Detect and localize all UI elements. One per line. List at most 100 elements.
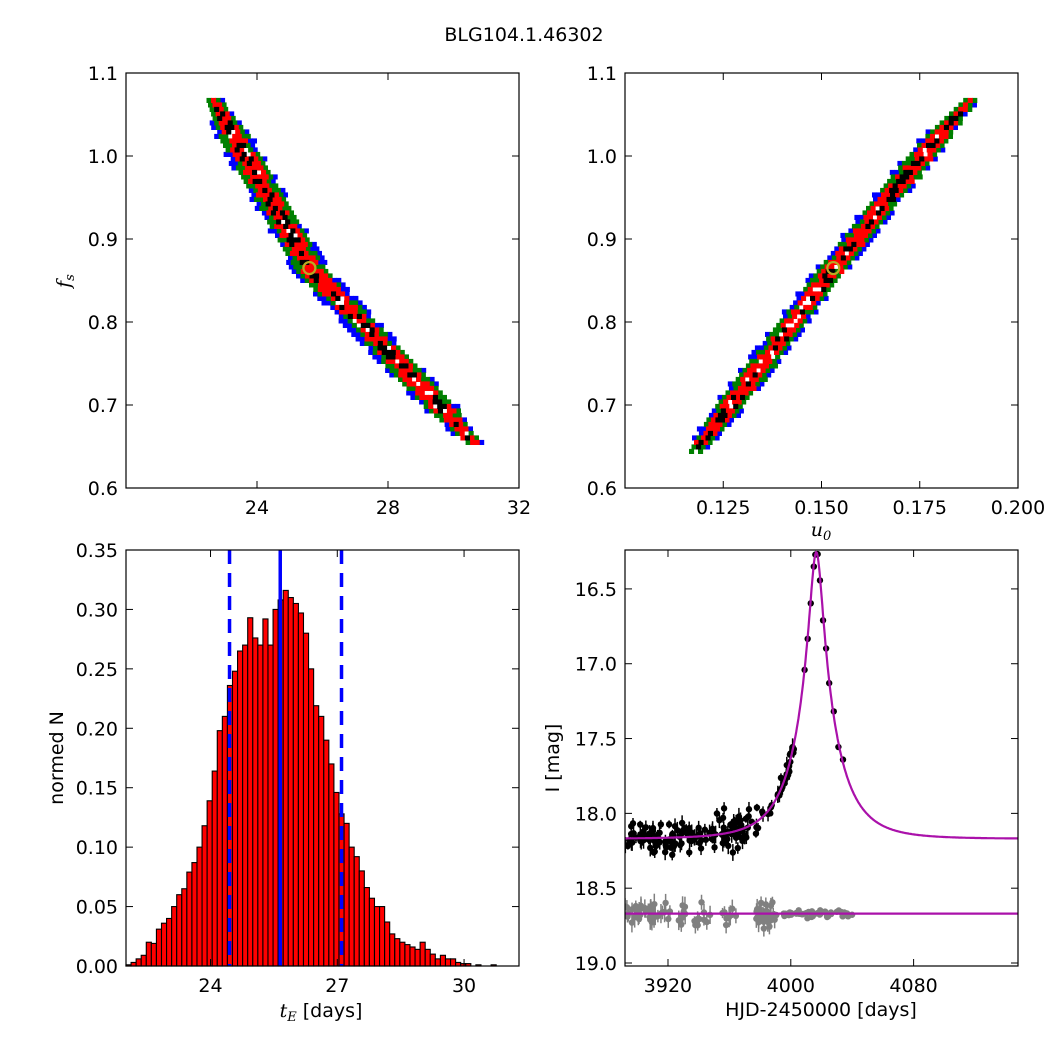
te-fs-cell bbox=[250, 174, 256, 180]
u0-fs-cell bbox=[957, 115, 963, 121]
u0-fs-cell bbox=[858, 214, 864, 220]
u0-fs-cell bbox=[794, 322, 800, 328]
u0-fs-cell bbox=[913, 174, 919, 180]
te-fs-cell bbox=[449, 426, 455, 432]
u0-fs-cell bbox=[920, 165, 926, 171]
u0-fs-cell bbox=[890, 192, 896, 198]
te-fs-cell bbox=[238, 138, 244, 144]
te-fs-cell bbox=[455, 408, 461, 414]
te-fs-cell bbox=[253, 156, 259, 162]
u0-fs-cell bbox=[784, 336, 790, 342]
te-fs-cell bbox=[437, 408, 443, 414]
te-fs-cell bbox=[288, 264, 294, 270]
te-fs-cell bbox=[461, 417, 467, 423]
te-fs-cell bbox=[331, 277, 337, 283]
u0-fs-cell bbox=[812, 304, 818, 310]
te-fs-cell bbox=[299, 228, 305, 234]
u0-fs-cell bbox=[779, 336, 785, 342]
te-fs-cell bbox=[432, 394, 438, 400]
te-fs-cell bbox=[280, 187, 286, 193]
te-fs-cell bbox=[444, 421, 450, 427]
panel-u0-fs: 0.125 0.150 0.175 0.200 0.6 0.7 0.8 0.9 1.0 1.1 u… bbox=[587, 63, 1045, 544]
u0-fs-cell bbox=[848, 228, 854, 234]
u0-fs-cell bbox=[865, 223, 871, 229]
u0-fs-cell bbox=[835, 273, 841, 279]
te-fs-cell bbox=[365, 322, 371, 328]
u0-fs-cell bbox=[831, 255, 837, 261]
u0-fs-cell bbox=[698, 430, 704, 436]
te-fs-cell bbox=[232, 133, 238, 139]
te-fs-cell bbox=[291, 246, 297, 252]
te-fs-cell bbox=[459, 430, 465, 436]
histogram-bar bbox=[282, 589, 289, 967]
te-fs-cell bbox=[399, 354, 405, 360]
u0-fs-cell bbox=[867, 210, 873, 216]
te-fs-cell bbox=[295, 237, 301, 243]
te-fs-cell bbox=[479, 439, 485, 445]
te-fs-cell bbox=[279, 201, 285, 207]
u0-fs-cell bbox=[780, 322, 786, 328]
te-fs-cell bbox=[272, 196, 278, 202]
residual-point bbox=[662, 899, 669, 907]
u0-fs-cell bbox=[934, 138, 940, 144]
te-fs-cell bbox=[369, 331, 375, 337]
te-fs-cell bbox=[312, 250, 318, 256]
te-fs-cell bbox=[303, 228, 309, 234]
te-fs-cell bbox=[215, 97, 221, 103]
u0-fs-cell bbox=[770, 336, 776, 342]
te-fs-cell bbox=[220, 138, 226, 144]
te-fs-cell bbox=[348, 300, 354, 306]
u0-fs-cell bbox=[822, 291, 828, 297]
te-fs-cell bbox=[361, 318, 367, 324]
u0-fs-cell bbox=[712, 430, 718, 436]
te-fs-cell bbox=[291, 237, 297, 243]
u0-fs-cell bbox=[766, 354, 772, 360]
u0-fs-cell bbox=[953, 115, 959, 121]
te-fs-cell bbox=[381, 349, 387, 355]
te-fs-cell bbox=[239, 129, 245, 135]
u0-fs-cell bbox=[768, 363, 774, 369]
u0-fs-cell bbox=[858, 232, 864, 238]
histogram-bar bbox=[409, 946, 416, 967]
te-fs-cell bbox=[378, 331, 384, 337]
histogram-bar bbox=[267, 644, 274, 967]
u0-fs-cell bbox=[755, 385, 761, 391]
u0-fs-cell bbox=[949, 111, 955, 117]
u0-fs-cell bbox=[737, 385, 743, 391]
te-fs-cell bbox=[385, 363, 391, 369]
u0-fs-cell bbox=[714, 426, 720, 432]
u0-fs-cell bbox=[719, 403, 725, 409]
u0-fs-cell bbox=[868, 237, 874, 243]
te-fs-cell bbox=[223, 142, 229, 148]
u0-fs-cell bbox=[895, 196, 901, 202]
u0-fs-cell bbox=[882, 219, 888, 225]
te-fs-cell bbox=[315, 264, 321, 270]
data-point bbox=[725, 842, 732, 850]
te-fs-cell bbox=[206, 97, 212, 103]
u0-fs-cell bbox=[869, 223, 875, 229]
te-fs-cell bbox=[437, 403, 443, 409]
te-fs-cell bbox=[223, 106, 229, 112]
data-point bbox=[662, 838, 669, 845]
te-fs-cell bbox=[306, 255, 312, 261]
u0-fs-cell bbox=[901, 183, 907, 189]
histogram-ytick-label: 0.30 bbox=[76, 599, 118, 621]
u0-fs-cell bbox=[724, 403, 730, 409]
te-fs-cell bbox=[338, 313, 344, 319]
u0-fs-cell bbox=[939, 120, 945, 126]
histogram-bar bbox=[429, 953, 436, 967]
u0-fs-cell bbox=[705, 426, 711, 432]
te-fs-cell bbox=[241, 142, 247, 148]
te-fs-cell bbox=[347, 318, 353, 324]
data-point bbox=[649, 824, 657, 832]
te-fs-cell bbox=[357, 300, 363, 306]
u0-fs-cell bbox=[719, 417, 725, 423]
te-fs-cell bbox=[245, 142, 251, 148]
histogram-bar bbox=[216, 730, 223, 967]
te-fs-cell bbox=[261, 169, 267, 175]
te-fs-cell bbox=[421, 367, 427, 373]
te-fs-cell bbox=[302, 264, 308, 270]
u0-fs-cell bbox=[897, 160, 903, 166]
u0-fs-cell bbox=[838, 246, 844, 252]
te-fs-cell bbox=[344, 286, 350, 292]
